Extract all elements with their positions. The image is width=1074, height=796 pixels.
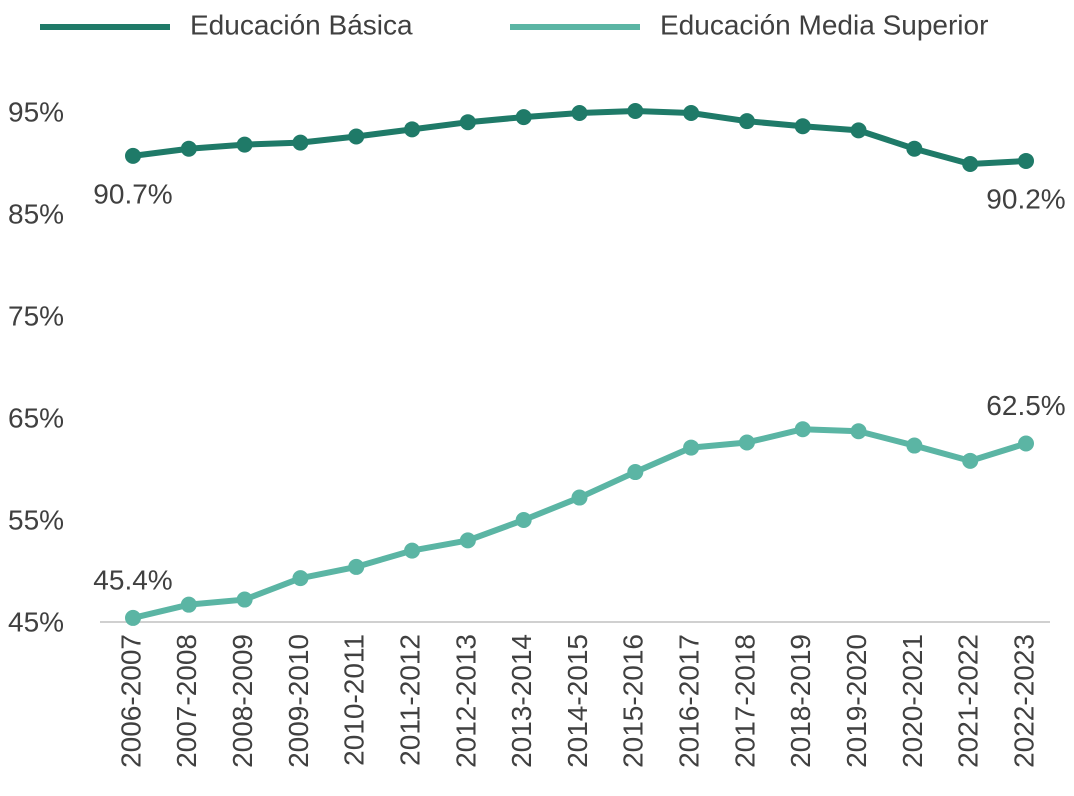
data-point xyxy=(180,140,197,157)
data-point xyxy=(236,136,253,153)
x-tick-label: 2015-2016 xyxy=(618,634,649,768)
x-tick-label: 2016-2017 xyxy=(674,634,705,768)
x-tick-label: 2017-2018 xyxy=(729,634,760,768)
data-point xyxy=(236,591,253,608)
data-label: 45.4% xyxy=(93,564,172,595)
data-point xyxy=(571,489,588,506)
x-tick-label: 2007-2008 xyxy=(171,634,202,768)
data-label: 90.2% xyxy=(986,183,1065,214)
data-point xyxy=(1018,435,1034,452)
data-point xyxy=(125,609,141,626)
x-tick-label: 2020-2021 xyxy=(897,634,928,768)
data-point xyxy=(683,439,700,456)
data-point xyxy=(1018,152,1034,169)
data-point xyxy=(738,434,755,451)
legend-label: Educación Media Superior xyxy=(660,9,988,40)
x-tick-label: 2018-2019 xyxy=(785,634,816,768)
data-point xyxy=(180,596,197,613)
data-point xyxy=(906,140,923,157)
y-tick-label: 45% xyxy=(8,606,64,637)
y-tick-label: 75% xyxy=(8,300,64,331)
data-point xyxy=(515,512,532,528)
legend-label: Educación Básica xyxy=(190,9,413,40)
data-point xyxy=(906,437,923,454)
data-point xyxy=(292,134,309,151)
data-point xyxy=(738,113,755,130)
data-point xyxy=(348,128,365,145)
data-point xyxy=(571,105,588,122)
data-point xyxy=(627,102,644,119)
x-tick-label: 2013-2014 xyxy=(506,634,537,768)
data-point xyxy=(459,532,476,549)
y-tick-label: 55% xyxy=(8,504,64,535)
x-tick-label: 2021-2022 xyxy=(953,634,984,768)
data-point xyxy=(962,452,979,469)
y-tick-label: 65% xyxy=(8,402,64,433)
x-tick-label: 2019-2020 xyxy=(841,634,872,768)
y-tick-label: 95% xyxy=(8,96,64,127)
data-label: 62.5% xyxy=(986,390,1065,421)
data-point xyxy=(794,118,811,135)
x-tick-label: 2010-2011 xyxy=(339,634,370,766)
x-tick-label: 2009-2010 xyxy=(283,634,314,768)
data-point xyxy=(627,464,644,481)
data-point xyxy=(962,156,979,173)
x-tick-label: 2006-2007 xyxy=(115,634,146,768)
x-tick-label: 2012-2013 xyxy=(450,634,481,768)
data-point xyxy=(404,121,421,138)
data-point xyxy=(292,570,309,587)
data-point xyxy=(348,558,365,575)
data-point xyxy=(404,542,421,559)
x-tick-label: 2014-2015 xyxy=(562,634,593,768)
data-point xyxy=(515,109,532,126)
y-tick-label: 85% xyxy=(8,198,64,229)
x-tick-label: 2008-2009 xyxy=(227,634,258,768)
data-point xyxy=(683,105,700,122)
data-point xyxy=(794,421,811,438)
data-point xyxy=(850,122,867,139)
x-tick-label: 2011-2012 xyxy=(394,634,425,766)
data-label: 90.7% xyxy=(93,178,172,209)
series-line xyxy=(132,426,1027,621)
data-point xyxy=(850,423,867,440)
x-tick-label: 2022-2023 xyxy=(1008,634,1039,768)
data-point xyxy=(459,114,476,131)
data-point xyxy=(125,147,141,164)
